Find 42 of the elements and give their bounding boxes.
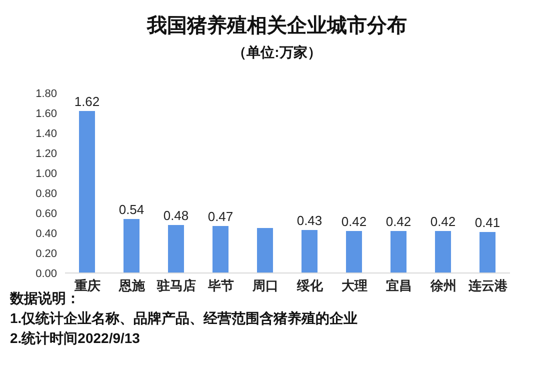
bar bbox=[168, 225, 184, 273]
bar bbox=[435, 231, 451, 273]
x-tick-label: 徐州 bbox=[429, 278, 456, 294]
data-label: 1.62 bbox=[74, 94, 100, 109]
x-tick-label: 毕节 bbox=[206, 278, 234, 294]
chart-title: 我国猪养殖相关企业城市分布 bbox=[146, 14, 408, 39]
x-tick-label: 连云港 bbox=[467, 278, 508, 294]
x-tick-label: 宜昌 bbox=[386, 278, 412, 294]
y-tick-label: 0.00 bbox=[36, 268, 57, 280]
data-label: 0.42 bbox=[386, 214, 412, 229]
x-tick-label: 周口 bbox=[251, 278, 278, 294]
bar bbox=[124, 219, 140, 273]
y-tick-label: 1.80 bbox=[36, 88, 57, 100]
data-label: 0.42 bbox=[430, 214, 456, 229]
x-tick-label: 绥化 bbox=[296, 278, 324, 294]
bar bbox=[346, 231, 362, 273]
chart-subtitle: （单位:万家） bbox=[232, 44, 322, 62]
data-label: 0.42 bbox=[341, 214, 367, 229]
x-tick-label: 驻马店 bbox=[156, 278, 196, 294]
data-label: 0.41 bbox=[474, 215, 500, 230]
y-tick-label: 0.80 bbox=[36, 188, 57, 200]
bar bbox=[257, 228, 273, 273]
data-label: 0.48 bbox=[163, 208, 189, 223]
data-label: 0.47 bbox=[208, 209, 234, 224]
y-tick-label: 1.60 bbox=[36, 108, 57, 120]
y-tick-label: 0.40 bbox=[36, 228, 57, 240]
bar bbox=[79, 111, 95, 273]
bar bbox=[212, 226, 228, 273]
bar bbox=[390, 231, 406, 273]
x-tick-label: 大理 bbox=[341, 278, 368, 294]
y-tick-label: 1.00 bbox=[36, 168, 57, 180]
y-tick-label: 0.60 bbox=[36, 208, 57, 220]
y-tick-label: 1.20 bbox=[36, 148, 57, 160]
data-label: 0.54 bbox=[118, 202, 144, 217]
text: 2.统计时间2022/9/13 bbox=[10, 329, 141, 348]
text: 1.仅统计企业名称、品牌产品、经营范围含猪养殖的企业 bbox=[10, 309, 358, 328]
bar bbox=[480, 232, 496, 273]
bar bbox=[302, 230, 318, 273]
x-tick-label: 恩施 bbox=[118, 278, 146, 294]
y-tick-label: 0.20 bbox=[36, 248, 57, 260]
data-label: 0.43 bbox=[296, 213, 322, 228]
y-tick-label: 1.40 bbox=[36, 128, 57, 140]
